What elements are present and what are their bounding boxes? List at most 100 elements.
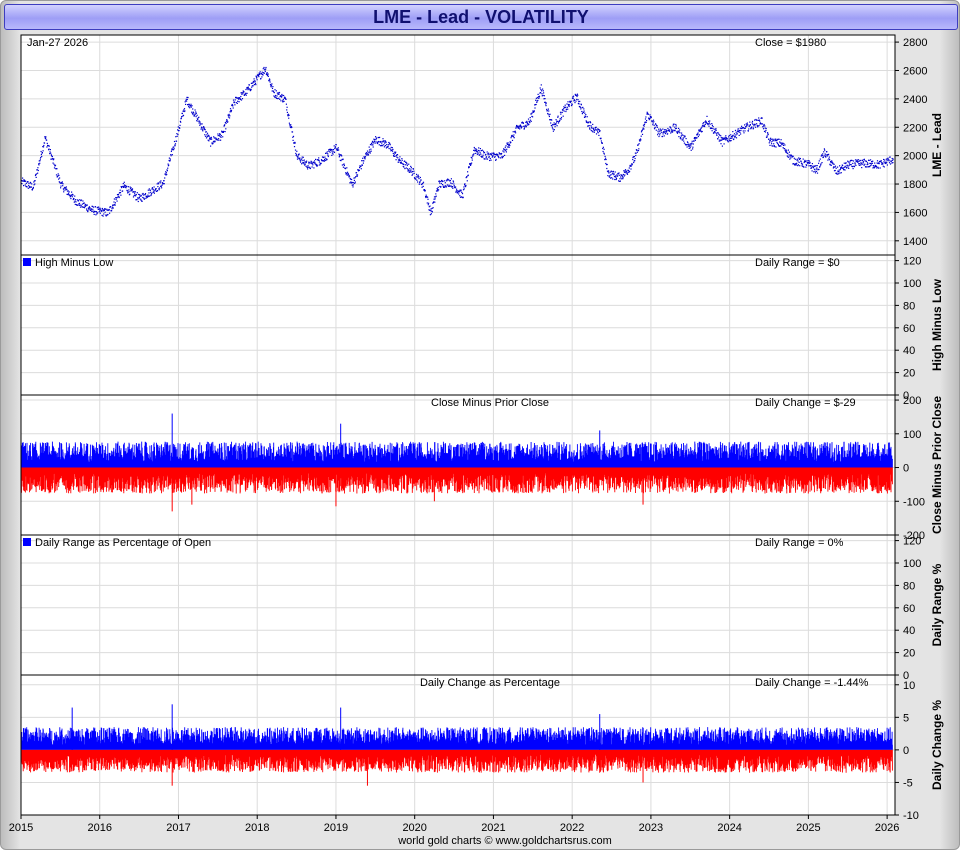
close-price-point <box>82 200 84 202</box>
close-price-point <box>824 149 826 151</box>
close-price-point <box>775 138 777 140</box>
close-price-point <box>88 206 90 208</box>
close-price-point <box>818 168 820 171</box>
close-price-point <box>882 163 884 165</box>
close-price-point <box>295 154 298 156</box>
close-price-point <box>270 85 272 87</box>
ytick-label-close: 2800 <box>903 37 927 49</box>
close-price-point <box>296 155 298 158</box>
close-price-point <box>610 170 612 172</box>
close-price-point <box>725 138 727 140</box>
close-price-point <box>746 125 748 127</box>
close-price-point <box>502 155 504 157</box>
close-price-point <box>290 127 292 129</box>
close-price-point <box>122 185 124 187</box>
close-price-point <box>527 118 530 120</box>
close-price-point <box>476 149 478 151</box>
close-price-point <box>687 144 689 146</box>
close-price-point <box>716 134 718 136</box>
close-price-point <box>250 82 252 84</box>
close-price-point <box>161 184 163 186</box>
close-price-point <box>478 147 480 149</box>
close-price-point <box>515 127 517 129</box>
close-price-point <box>841 167 843 169</box>
close-price-point <box>295 152 297 154</box>
close-price-point <box>404 160 406 162</box>
close-price-point <box>554 126 556 128</box>
close-price-point <box>91 205 94 208</box>
close-price-point <box>392 148 394 150</box>
close-price-point <box>731 136 733 138</box>
negative-change-bars <box>20 749 893 773</box>
close-price-point <box>447 185 449 187</box>
close-price-point <box>357 169 359 171</box>
close-price-point <box>699 130 701 132</box>
close-price-point <box>786 150 788 152</box>
close-price-point <box>784 148 786 150</box>
close-price-point <box>802 165 804 167</box>
close-price-point <box>844 169 846 171</box>
close-price-point <box>847 160 849 162</box>
close-price-point <box>124 184 126 186</box>
close-price-point <box>612 178 614 180</box>
close-price-point <box>282 99 284 101</box>
close-price-point <box>469 163 471 165</box>
close-price-point <box>803 166 805 168</box>
close-price-point <box>236 102 238 104</box>
close-price-point <box>383 141 385 143</box>
close-price-point <box>274 96 276 98</box>
close-price-point <box>546 110 548 112</box>
close-price-point <box>708 122 710 124</box>
close-price-point <box>487 154 489 156</box>
close-price-point <box>517 126 519 128</box>
close-price-point <box>844 165 846 167</box>
close-price-point <box>390 146 392 148</box>
close-price-point <box>689 147 691 149</box>
close-price-point <box>831 160 833 162</box>
close-price-point <box>819 165 821 168</box>
close-price-point <box>559 119 561 121</box>
close-price-point <box>697 134 699 136</box>
close-price-point <box>155 188 157 190</box>
close-price-point <box>874 164 876 167</box>
close-price-point <box>858 163 860 165</box>
close-price-point <box>547 108 549 110</box>
close-price-point <box>211 138 213 140</box>
close-price-point <box>845 162 847 165</box>
close-price-point <box>449 180 451 182</box>
close-price-point <box>572 97 574 99</box>
close-price-point <box>246 86 248 89</box>
close-price-point <box>593 129 595 131</box>
close-price-point <box>755 126 757 128</box>
close-price-point <box>67 190 69 192</box>
close-price-point <box>488 156 490 158</box>
close-price-point <box>866 162 869 164</box>
close-price-point <box>607 175 609 177</box>
close-price-point <box>525 121 527 123</box>
close-price-point <box>470 163 472 165</box>
close-price-point <box>642 127 644 129</box>
close-price-point <box>65 189 67 191</box>
close-price-point <box>144 194 146 196</box>
close-price-point <box>127 191 129 193</box>
close-price-point <box>53 163 55 165</box>
close-price-point <box>325 152 327 154</box>
close-price-point <box>868 166 870 168</box>
close-price-point <box>343 164 345 167</box>
close-price-point <box>503 151 505 153</box>
close-price-point <box>356 175 358 177</box>
close-price-point <box>505 151 507 153</box>
close-price-point <box>348 174 350 177</box>
close-price-point <box>518 125 520 127</box>
close-price-point <box>797 164 799 166</box>
close-price-point <box>720 135 722 137</box>
close-price-point <box>114 202 116 204</box>
close-price-point <box>641 129 643 131</box>
close-price-point <box>878 162 880 164</box>
close-price-point <box>344 168 347 170</box>
close-price-point <box>856 160 858 162</box>
close-price-point <box>869 162 871 164</box>
close-price-point <box>92 206 95 208</box>
close-price-point <box>504 148 506 150</box>
close-price-point <box>583 110 585 112</box>
